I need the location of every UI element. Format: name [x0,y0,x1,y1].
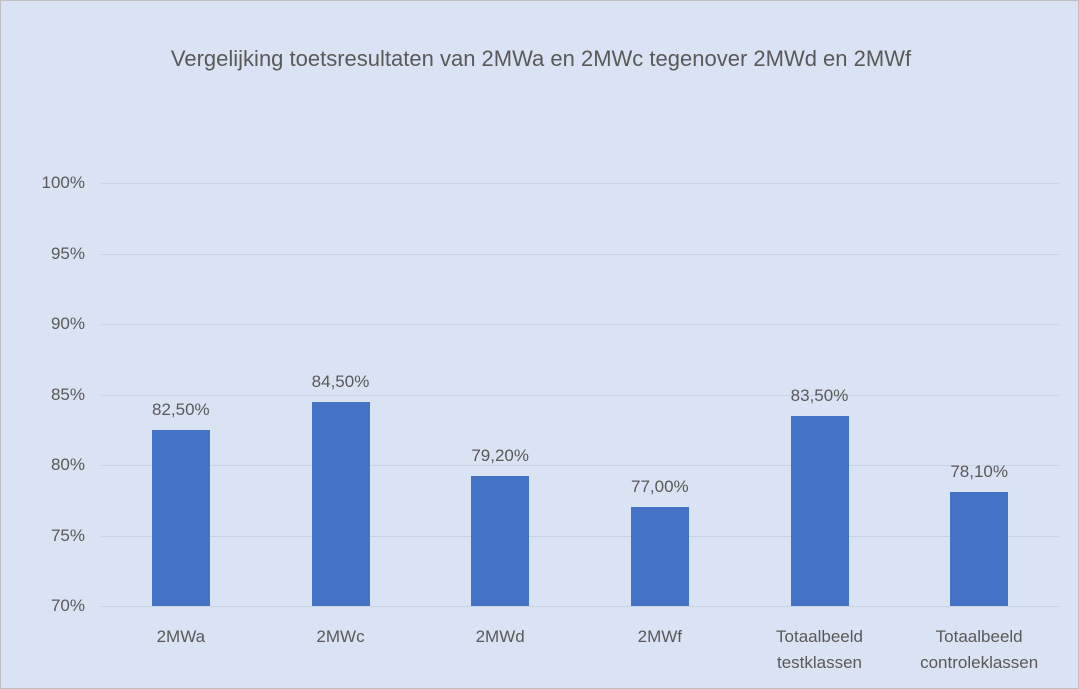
grid-line [101,253,1059,255]
bar [471,476,530,606]
y-tick-label: 85% [50,384,85,404]
data-label: 79,20% [471,446,529,466]
data-label: 82,50% [151,399,210,419]
grid-line [101,606,1059,607]
y-tick-label: 95% [50,243,85,263]
x-tick-label: Totaalbeeld testklassen [776,627,863,672]
x-tick-label: 2MWd [475,627,525,646]
y-tick-label: 90% [50,314,85,333]
bar [311,401,370,606]
y-tick-label: 70% [50,596,85,615]
x-tick-label: 2MWc [316,627,365,646]
y-tick-label: 100% [41,173,85,192]
bar [790,415,849,606]
bar [151,429,210,606]
grid-line [101,324,1059,325]
y-tick-label: 75% [50,525,85,545]
bar [630,507,689,606]
data-label: 84,50% [311,371,370,391]
data-label: 77,00% [630,477,689,497]
grid-line [101,465,1059,466]
bar [950,491,1009,606]
chart-title: Vergelijking toetsresultaten van 2MWa en… [170,46,912,71]
grid-line [101,535,1059,537]
y-tick-label: 80% [50,455,85,474]
data-label: 83,50% [790,385,849,405]
x-tick-label: 2MWf [637,627,683,646]
data-label: 78,10% [950,461,1008,481]
grid-line [101,183,1059,184]
x-tick-label: 2MWa [156,627,206,646]
x-tick-label: Totaalbeeld controleklassen [920,627,1039,672]
grid-line [101,394,1059,396]
